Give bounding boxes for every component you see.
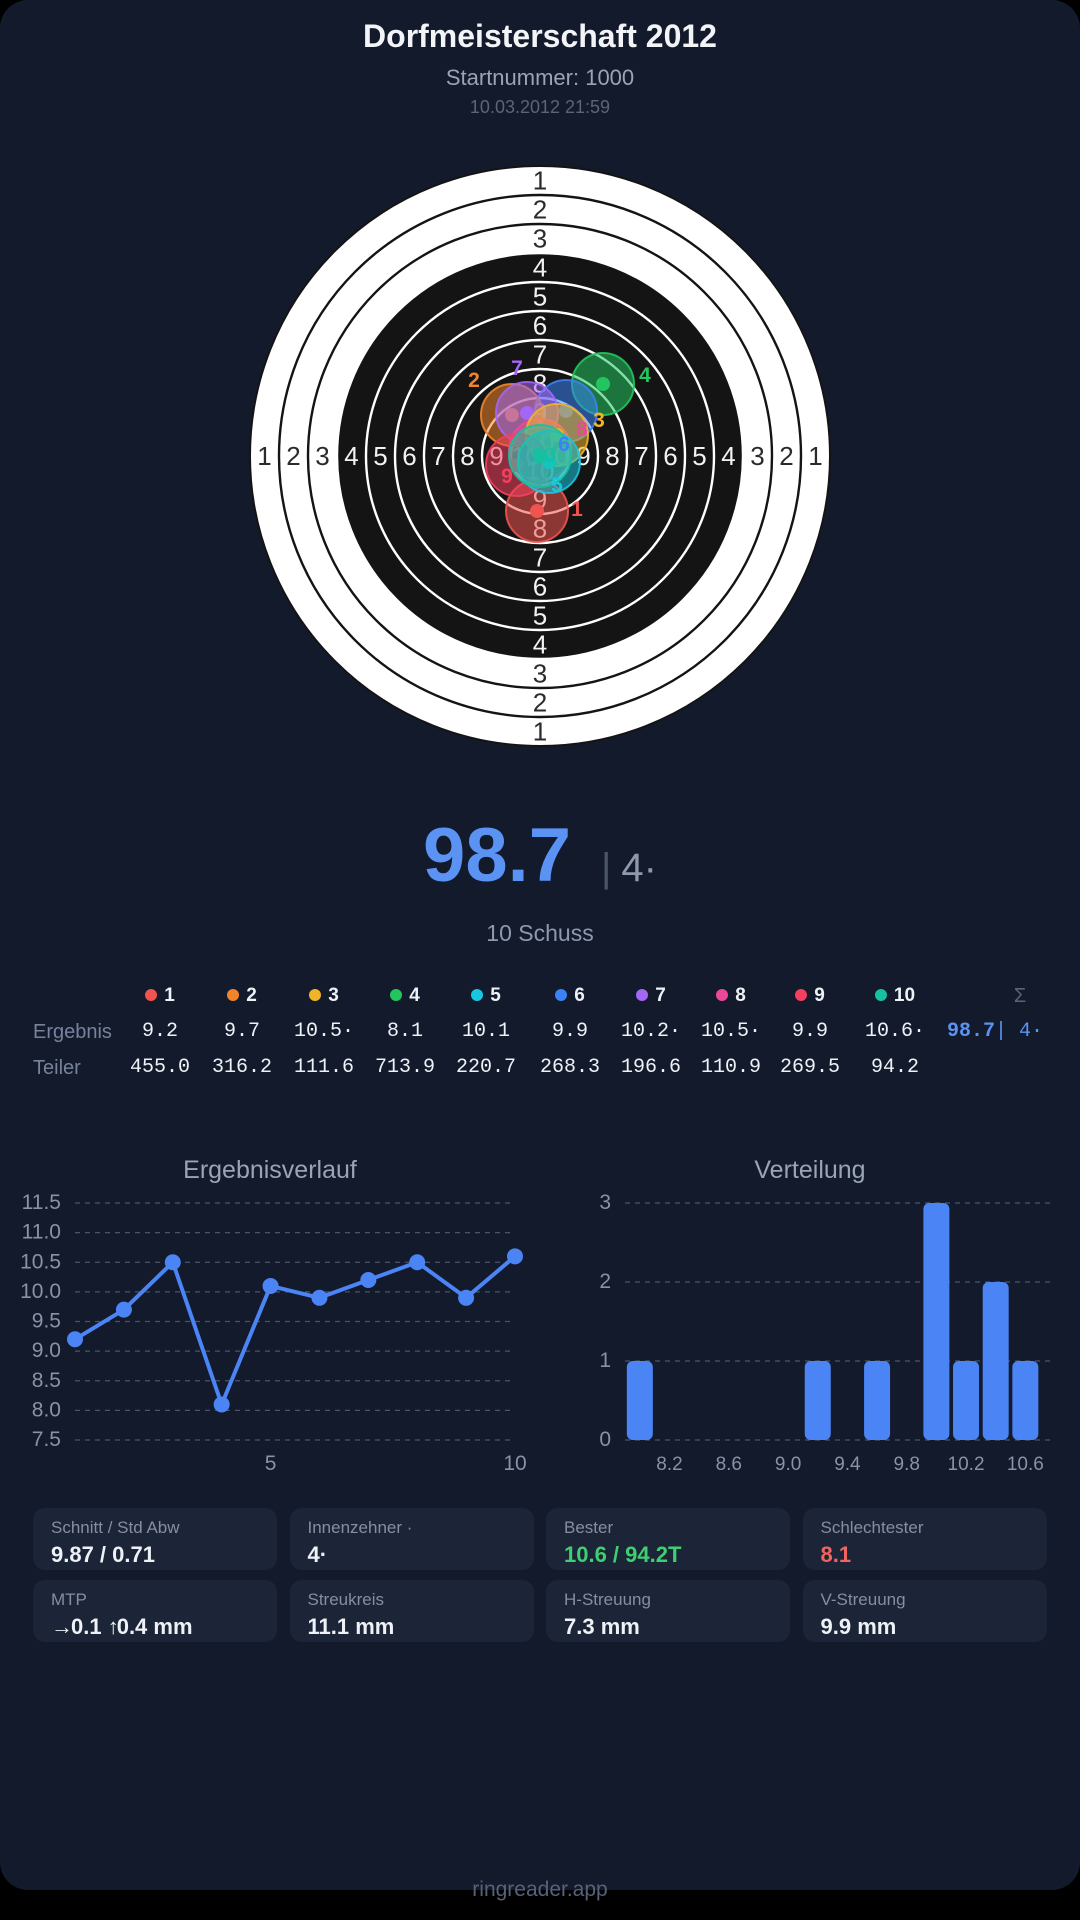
svg-text:4: 4 bbox=[533, 252, 547, 282]
svg-text:10: 10 bbox=[532, 444, 555, 467]
svg-text:3: 3 bbox=[315, 441, 329, 471]
svg-text:11.5: 11.5 bbox=[22, 1191, 61, 1214]
svg-text:4: 4 bbox=[721, 441, 735, 471]
svg-text:Ergebnisverlauf: Ergebnisverlauf bbox=[183, 1156, 357, 1184]
svg-text:7: 7 bbox=[533, 339, 547, 369]
svg-text:8: 8 bbox=[576, 418, 588, 441]
svg-text:5: 5 bbox=[692, 441, 706, 471]
svg-text:11.0: 11.0 bbox=[22, 1221, 61, 1244]
svg-text:4: 4 bbox=[639, 364, 651, 387]
svg-text:Verteilung: Verteilung bbox=[754, 1156, 865, 1184]
svg-text:1: 1 bbox=[533, 165, 547, 195]
svg-text:6: 6 bbox=[533, 571, 547, 601]
svg-text:3: 3 bbox=[533, 658, 547, 688]
svg-text:3: 3 bbox=[533, 223, 547, 253]
svg-text:8.0: 8.0 bbox=[32, 1398, 61, 1421]
svg-text:4: 4 bbox=[344, 441, 358, 471]
svg-text:5: 5 bbox=[551, 474, 563, 497]
svg-text:8.5: 8.5 bbox=[32, 1369, 61, 1392]
svg-text:7: 7 bbox=[634, 441, 648, 471]
svg-text:5: 5 bbox=[533, 281, 547, 311]
svg-text:9.8: 9.8 bbox=[894, 1454, 920, 1475]
svg-text:10.5: 10.5 bbox=[20, 1250, 61, 1273]
svg-text:8: 8 bbox=[605, 441, 619, 471]
svg-text:5: 5 bbox=[373, 441, 387, 471]
svg-text:8: 8 bbox=[460, 441, 474, 471]
svg-text:2: 2 bbox=[599, 1270, 611, 1293]
svg-text:2: 2 bbox=[286, 441, 300, 471]
svg-text:1: 1 bbox=[571, 498, 583, 521]
svg-text:6: 6 bbox=[402, 441, 416, 471]
svg-text:7.5: 7.5 bbox=[32, 1428, 61, 1451]
svg-text:7: 7 bbox=[511, 357, 523, 380]
svg-text:2: 2 bbox=[779, 441, 793, 471]
svg-text:8.2: 8.2 bbox=[656, 1454, 682, 1475]
svg-text:3: 3 bbox=[599, 1191, 611, 1214]
svg-text:10: 10 bbox=[503, 1452, 526, 1475]
svg-text:2: 2 bbox=[533, 194, 547, 224]
svg-text:9.0: 9.0 bbox=[775, 1454, 801, 1475]
svg-text:6: 6 bbox=[558, 433, 570, 456]
svg-text:1: 1 bbox=[533, 716, 547, 746]
svg-text:9: 9 bbox=[501, 465, 513, 488]
svg-text:3: 3 bbox=[750, 441, 764, 471]
svg-text:2: 2 bbox=[533, 687, 547, 717]
svg-text:4: 4 bbox=[533, 629, 547, 659]
svg-text:5: 5 bbox=[265, 1452, 277, 1475]
svg-text:1: 1 bbox=[257, 441, 271, 471]
svg-text:10.6: 10.6 bbox=[1007, 1454, 1044, 1475]
svg-text:9.4: 9.4 bbox=[834, 1454, 861, 1475]
svg-text:7: 7 bbox=[533, 542, 547, 572]
svg-text:1: 1 bbox=[808, 441, 822, 471]
svg-text:10.2: 10.2 bbox=[948, 1454, 985, 1475]
svg-text:0: 0 bbox=[599, 1428, 611, 1451]
svg-text:2: 2 bbox=[468, 369, 480, 392]
svg-text:9.0: 9.0 bbox=[32, 1339, 61, 1362]
svg-text:5: 5 bbox=[533, 600, 547, 630]
svg-text:7: 7 bbox=[431, 441, 445, 471]
svg-text:6: 6 bbox=[533, 310, 547, 340]
svg-text:6: 6 bbox=[663, 441, 677, 471]
svg-text:8.6: 8.6 bbox=[716, 1454, 742, 1475]
svg-text:9.5: 9.5 bbox=[32, 1310, 61, 1333]
svg-text:3: 3 bbox=[593, 409, 605, 432]
svg-text:10.0: 10.0 bbox=[20, 1280, 61, 1303]
svg-text:1: 1 bbox=[599, 1349, 611, 1372]
